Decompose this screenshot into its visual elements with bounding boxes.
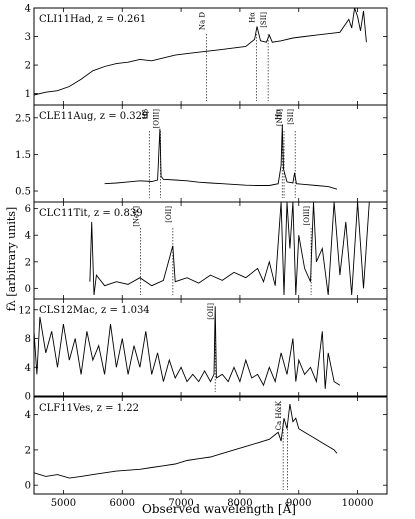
y-tick-label-2: 8 bbox=[25, 334, 31, 345]
x-tick-label-1: 6000 bbox=[110, 498, 135, 509]
y-tick-label-1: 2 bbox=[25, 445, 31, 456]
y-tick-label-1: 2 bbox=[25, 61, 31, 72]
line-label-1: Hα bbox=[248, 12, 256, 23]
y-axis-label: fλ [arbitrary units] bbox=[5, 207, 18, 311]
y-tick-label-1: 2 bbox=[25, 257, 31, 268]
panel-label: CLS12Mac, z = 1.034 bbox=[39, 305, 150, 316]
panel-label: CLI11Had, z = 0.261 bbox=[39, 14, 146, 25]
panel-cls12mac: [OII] 0 4 8 12 CLS12Mac, z = 1.034 bbox=[18, 298, 388, 403]
object-name: CLS12Mac, bbox=[39, 305, 101, 316]
redshift-label: z = 0.261 bbox=[97, 14, 146, 25]
line-label-2: [SII] bbox=[260, 12, 268, 28]
panel-clc11tit: [NeV] [OII] [OIII] 0 2 4 6 CLC11Tit, z = 0.839 bbox=[25, 201, 388, 300]
line-label-1: [OII] bbox=[165, 206, 173, 223]
line-label-2: Hα bbox=[274, 109, 282, 120]
line-label-2: [OIII] bbox=[303, 206, 311, 226]
y-tick-label-0: 0.5 bbox=[15, 187, 31, 198]
spectrum-line-0 bbox=[89, 202, 370, 296]
x-tick-label-4: 9000 bbox=[286, 498, 311, 509]
line-label-0: [OII] bbox=[207, 303, 215, 320]
y-tick-label-2: 3 bbox=[25, 32, 31, 43]
line-label-1: [OIII] bbox=[152, 109, 160, 129]
redshift-label: z = 1.22 bbox=[97, 403, 139, 414]
object-name: CLI11Had, bbox=[39, 14, 97, 25]
y-tick-label-0: 0 bbox=[25, 284, 31, 295]
redshift-label: z = 0.839 bbox=[94, 208, 143, 219]
y-tick-label-3: 6 bbox=[25, 204, 31, 215]
panel-frame bbox=[33, 396, 388, 495]
line-label-3: [NII] bbox=[276, 109, 284, 126]
x-tick-label-3: 8000 bbox=[227, 498, 252, 509]
y-tick-label-2: 2.5 bbox=[15, 113, 31, 124]
object-name: CLE11Aug, bbox=[39, 111, 100, 122]
line-label-4: [SII] bbox=[287, 109, 295, 125]
panel-frame bbox=[33, 298, 388, 397]
panel-cli11had: Na D Hα [SII] 1 2 3 4 CLI11Had, z = 0.261 bbox=[25, 4, 388, 106]
y-tick-label-1: 4 bbox=[25, 363, 31, 374]
spectrum-line-0 bbox=[34, 306, 341, 389]
spectrum-line-0 bbox=[34, 404, 338, 479]
y-tick-label-2: 4 bbox=[25, 231, 31, 242]
y-tick-label-1: 1.5 bbox=[15, 150, 31, 161]
panel-cle11aug: Hβ [OIII] Hα[NII] [SII] 0.5 1.5 2.5 CLE11Aug, z… bbox=[15, 104, 388, 203]
x-tick-label-2: 7000 bbox=[168, 498, 193, 509]
x-tick-label-0: 5000 bbox=[51, 498, 76, 509]
x-axis-label: Observed wavelength [Å] bbox=[142, 501, 296, 516]
y-tick-label-0: 1 bbox=[25, 89, 31, 100]
x-tick-label-5: 10000 bbox=[342, 498, 374, 509]
line-label-0: Hβ bbox=[141, 109, 149, 119]
panel-label: CLE11Aug, z = 0.329 bbox=[39, 111, 148, 122]
panel-clf11ves: Ca H&K 0 2 4 CLF11Ves, z = 1.22 5000 6000 7000 8… bbox=[25, 396, 388, 509]
y-tick-label-0: 0 bbox=[25, 481, 31, 492]
y-tick-label-0: 0 bbox=[25, 392, 31, 403]
line-label-0: Ca H&K bbox=[275, 400, 283, 430]
panel-label: CLC11Tit, z = 0.839 bbox=[39, 208, 143, 219]
object-name: CLC11Tit, bbox=[39, 208, 94, 219]
spectrum-line-0 bbox=[104, 125, 338, 190]
line-label-0: Na D bbox=[198, 12, 206, 31]
y-tick-label-3: 12 bbox=[18, 305, 31, 316]
y-tick-label-3: 4 bbox=[25, 4, 31, 15]
panel-label: CLF11Ves, z = 1.22 bbox=[39, 403, 139, 414]
spectrum-line-0 bbox=[34, 8, 367, 96]
line-label-0: [NeV] bbox=[132, 206, 140, 227]
y-tick-label-2: 4 bbox=[25, 410, 31, 421]
redshift-label: z = 0.329 bbox=[100, 111, 149, 122]
redshift-label: z = 1.034 bbox=[101, 305, 150, 316]
object-name: CLF11Ves, bbox=[39, 403, 97, 414]
